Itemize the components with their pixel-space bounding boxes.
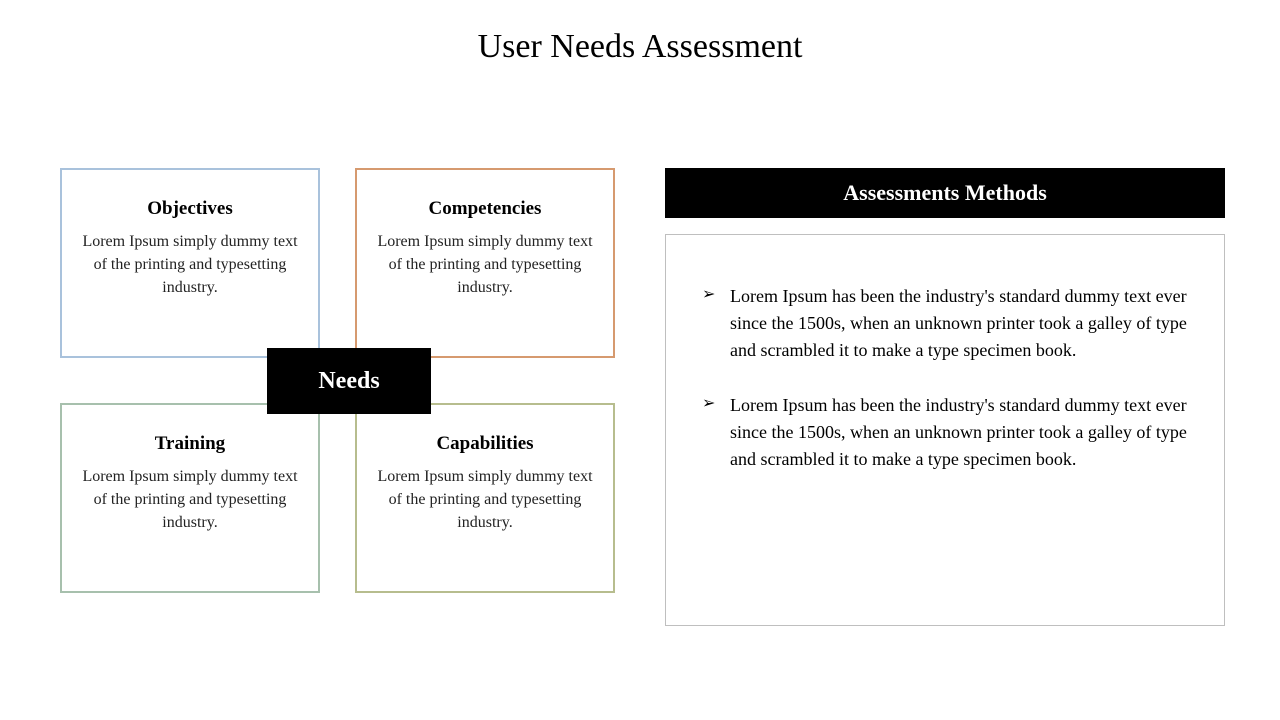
quadrant-title: Competencies bbox=[377, 198, 593, 220]
page-title: User Needs Assessment bbox=[0, 28, 1280, 66]
slide: User Needs Assessment Objectives Lorem I… bbox=[0, 0, 1280, 720]
quadrant-objectives: Objectives Lorem Ipsum simply dummy text… bbox=[60, 168, 320, 358]
quadrant-body: Lorem Ipsum simply dummy text of the pri… bbox=[82, 230, 298, 300]
needs-center-badge: Needs bbox=[267, 348, 431, 414]
needs-center-label: Needs bbox=[318, 368, 379, 395]
quadrant-title: Capabilities bbox=[377, 433, 593, 455]
quadrant-capabilities: Capabilities Lorem Ipsum simply dummy te… bbox=[355, 403, 615, 593]
quadrant-title: Objectives bbox=[82, 198, 298, 220]
quadrant-body: Lorem Ipsum simply dummy text of the pri… bbox=[377, 230, 593, 300]
quadrant-competencies: Competencies Lorem Ipsum simply dummy te… bbox=[355, 168, 615, 358]
needs-quadrants: Objectives Lorem Ipsum simply dummy text… bbox=[60, 168, 620, 608]
quadrant-body: Lorem Ipsum simply dummy text of the pri… bbox=[377, 465, 593, 535]
methods-item: Lorem Ipsum has been the industry's stan… bbox=[702, 392, 1188, 473]
quadrant-title: Training bbox=[82, 433, 298, 455]
methods-header: Assessments Methods bbox=[665, 168, 1225, 218]
methods-list: Lorem Ipsum has been the industry's stan… bbox=[702, 283, 1188, 473]
quadrant-body: Lorem Ipsum simply dummy text of the pri… bbox=[82, 465, 298, 535]
methods-item: Lorem Ipsum has been the industry's stan… bbox=[702, 283, 1188, 364]
quadrant-training: Training Lorem Ipsum simply dummy text o… bbox=[60, 403, 320, 593]
methods-box: Lorem Ipsum has been the industry's stan… bbox=[665, 234, 1225, 626]
assessment-methods-panel: Assessments Methods Lorem Ipsum has been… bbox=[665, 168, 1225, 626]
